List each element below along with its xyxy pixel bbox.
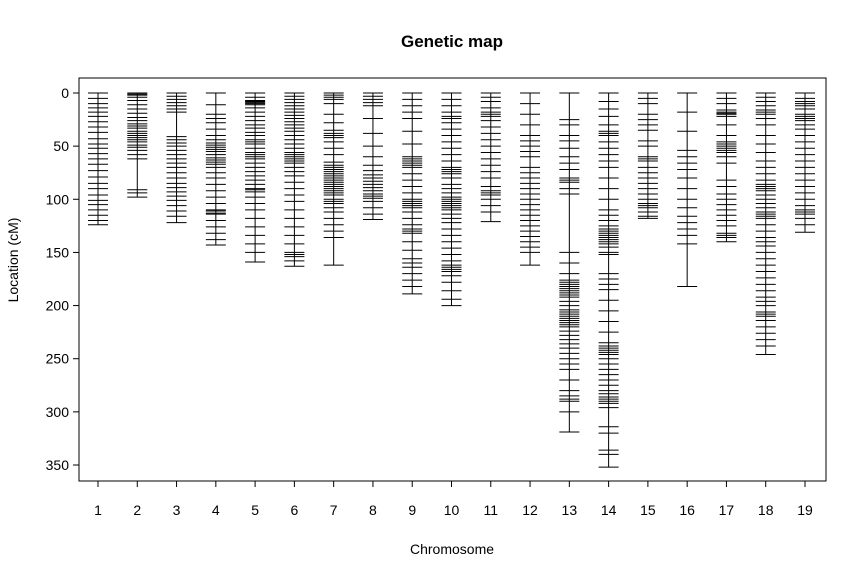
- chromosome-5: [245, 92, 266, 263]
- x-tick-label: 9: [408, 502, 416, 518]
- x-axis-label: Chromosome: [410, 541, 494, 557]
- chromosome-13: [559, 92, 580, 433]
- chromosome-15: [637, 92, 658, 219]
- chromosome-16: [677, 92, 698, 287]
- x-tick-label: 13: [562, 502, 578, 518]
- y-axis-label: Location (cM): [5, 218, 21, 303]
- plot-frame: [78, 77, 827, 482]
- x-tick-label: 17: [719, 502, 735, 518]
- chromosome-9: [402, 92, 423, 295]
- x-tick-label: 7: [330, 502, 338, 518]
- x-tick-label: 19: [797, 502, 813, 518]
- y-tick-label: 150: [46, 244, 70, 260]
- chromosome-12: [520, 92, 541, 266]
- x-tick-label: 14: [601, 502, 617, 518]
- chromosome-14: [598, 92, 619, 468]
- chart-title: Genetic map: [401, 32, 503, 51]
- y-axis: 0 50 100 150 200 250 300 350: [46, 85, 79, 473]
- y-tick-label: 300: [46, 404, 70, 420]
- x-tick-label: 4: [212, 502, 220, 518]
- x-tick-label: 10: [444, 502, 460, 518]
- chromosome-17: [716, 92, 737, 243]
- x-tick-label: 11: [484, 502, 499, 518]
- chromosome-19: [795, 92, 815, 233]
- y-tick-label: 350: [46, 457, 70, 473]
- chromosome-1: [88, 92, 108, 226]
- chromosome-7: [323, 92, 344, 266]
- chromosome-6: [284, 92, 305, 267]
- x-tick-label: 8: [369, 502, 377, 518]
- x-tick-label: 16: [679, 502, 695, 518]
- y-tick-label: 250: [46, 351, 70, 367]
- y-tick-label: 0: [61, 85, 69, 101]
- chromosome-4: [205, 92, 226, 246]
- chromosome-3: [166, 92, 187, 224]
- y-tick-label: 50: [53, 138, 69, 154]
- x-tick-label: 12: [522, 502, 538, 518]
- chromosome-group: [88, 92, 815, 468]
- x-tick-label: 15: [640, 502, 656, 518]
- y-tick-label: 200: [46, 298, 70, 314]
- chromosome-11: [480, 92, 501, 223]
- chromosome-2: [127, 92, 148, 198]
- x-tick-label: 2: [133, 502, 141, 518]
- x-tick-label: 3: [173, 502, 181, 518]
- chromosome-10: [441, 92, 462, 307]
- x-tick-label: 6: [290, 502, 298, 518]
- chromosome-18: [755, 92, 776, 355]
- x-axis: 1 2 3 4 5 6 7 8 9 10 11 12 13 14 15 16 17 18 19: [94, 481, 813, 518]
- y-tick-label: 100: [46, 191, 70, 207]
- x-tick-label: 1: [94, 502, 102, 518]
- chromosome-8: [362, 92, 383, 220]
- x-tick-label: 18: [758, 502, 774, 518]
- x-tick-label: 5: [251, 502, 259, 518]
